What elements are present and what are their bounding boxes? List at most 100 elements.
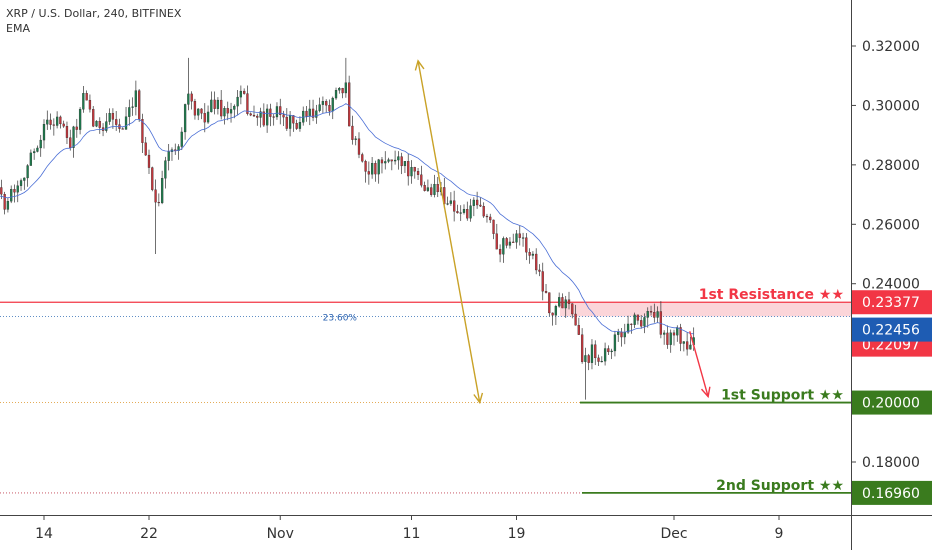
candle-body	[243, 90, 246, 94]
candle-body	[469, 205, 472, 219]
candle-body	[249, 113, 252, 116]
candle-body	[630, 323, 633, 325]
candle-body	[400, 156, 403, 167]
candle-body	[236, 96, 239, 107]
ema-line	[0, 103, 694, 335]
resistance-zone-fill	[560, 302, 851, 317]
candle-body	[82, 93, 85, 110]
level-price-tag: 0.20000	[862, 396, 920, 412]
candle-body	[564, 299, 567, 309]
candle-body	[479, 204, 482, 207]
candle-body	[88, 100, 92, 110]
candle-body	[466, 209, 469, 219]
candle-body	[485, 215, 489, 218]
candle-body	[75, 126, 78, 130]
candle-body	[558, 297, 561, 307]
candle-body	[144, 142, 147, 156]
candle-body	[147, 154, 151, 168]
candle-body	[374, 163, 377, 175]
time-axis[interactable]: 14 22 Nov 11 19 Dec 9	[0, 515, 932, 542]
candle-body	[472, 199, 475, 206]
candle-body	[620, 331, 623, 338]
candle-body	[393, 159, 397, 162]
candle-body	[275, 106, 279, 118]
candle-body	[640, 320, 643, 327]
candle-body	[354, 138, 357, 140]
candle-body	[351, 125, 354, 140]
arrow-shaft	[689, 331, 709, 397]
candles	[0, 57, 695, 400]
candle-body	[151, 167, 154, 190]
candle-body	[157, 201, 160, 204]
candle-body	[128, 107, 131, 117]
candle-body	[548, 292, 551, 314]
candle-body	[525, 237, 528, 253]
candle-body	[69, 137, 72, 148]
candle-body	[610, 350, 613, 353]
candle-body	[387, 159, 390, 162]
time-tick-label: 9	[775, 526, 784, 542]
time-tick-label: 14	[35, 526, 53, 542]
candle-body	[3, 194, 6, 210]
candle-body	[160, 178, 164, 204]
candle-body	[535, 253, 538, 271]
candle-body	[141, 119, 144, 143]
candle-body	[180, 131, 183, 147]
candle-body	[98, 120, 101, 128]
level-label: 2nd Support ★★	[716, 478, 844, 494]
candle-body	[72, 126, 75, 148]
level-price-tag-bg	[852, 290, 932, 315]
arrow-head	[700, 386, 711, 399]
candle-body	[233, 105, 236, 110]
candle-body	[220, 99, 223, 117]
candle-body	[138, 90, 141, 120]
candle-body	[617, 331, 620, 335]
level-price-tag-bg	[852, 480, 932, 505]
candle-body	[223, 108, 226, 117]
candle-body	[308, 108, 311, 117]
current-price-tag: 0.22456	[862, 323, 920, 339]
candle-body	[663, 332, 666, 335]
candle-body	[397, 156, 400, 161]
candle-body	[413, 167, 416, 172]
candle-body	[200, 108, 203, 114]
candle-body	[584, 355, 587, 362]
candle-body	[489, 216, 492, 221]
chart-title: XRP / U.S. Dollar, 240, BITFINEX	[6, 7, 182, 20]
candle-body	[505, 238, 508, 246]
candle-body	[325, 101, 328, 106]
candle-body	[390, 159, 393, 162]
candle-body	[410, 167, 413, 177]
candle-body	[531, 253, 535, 256]
candle-body	[318, 104, 321, 111]
candle-body	[571, 303, 574, 315]
candle-body	[115, 119, 118, 125]
candle-body	[433, 184, 436, 195]
candle-body	[646, 311, 649, 318]
candle-body	[580, 334, 584, 362]
price-axis[interactable]: 0.32000 0.30000 0.28000 0.26000 0.24000 0.180…	[851, 0, 932, 550]
candle-body	[623, 332, 626, 338]
candle-body	[636, 314, 640, 321]
candle-body	[508, 241, 512, 246]
candle-body	[653, 312, 656, 318]
candle-body	[246, 93, 249, 114]
candle-body	[295, 123, 298, 129]
indicator-label[interactable]: EMA	[6, 22, 30, 35]
candle-body	[111, 113, 115, 120]
candle-body	[108, 113, 111, 122]
candle-body	[407, 161, 410, 177]
candle-body	[348, 82, 351, 127]
candle-body	[321, 101, 325, 105]
candle-body	[65, 126, 69, 138]
candle-body	[344, 82, 348, 94]
current-price-tag-bg	[852, 317, 932, 342]
level-labels: 23.60% 1st Resistance ★★ 1st Support ★★ 2nd…	[323, 287, 844, 494]
candle-body	[39, 139, 42, 149]
candle-body	[282, 114, 285, 118]
candle-body	[285, 116, 288, 129]
candle-body	[311, 108, 315, 118]
level-price-tag-bg	[852, 390, 932, 415]
candle-body	[649, 311, 653, 313]
